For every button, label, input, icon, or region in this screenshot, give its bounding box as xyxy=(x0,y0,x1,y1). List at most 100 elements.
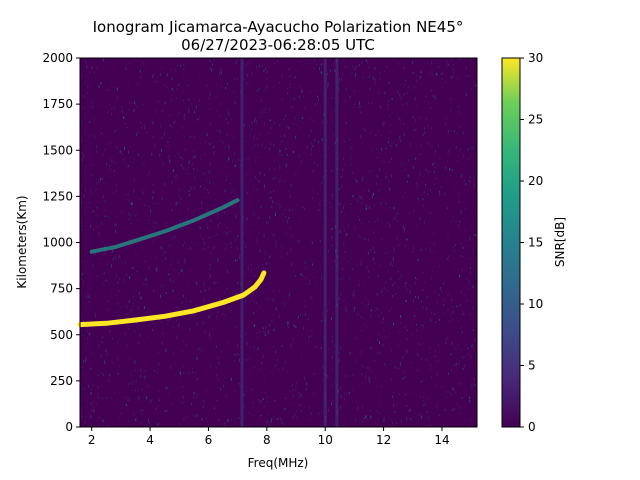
noise-pixel xyxy=(396,237,398,240)
noise-pixel xyxy=(263,124,265,126)
noise-pixel xyxy=(425,183,427,186)
noise-pixel xyxy=(122,298,124,300)
noise-pixel xyxy=(221,132,223,134)
noise-pixel xyxy=(323,254,325,257)
noise-pixel xyxy=(469,267,471,269)
noise-pixel xyxy=(157,423,159,426)
noise-pixel xyxy=(299,393,301,396)
noise-pixel xyxy=(118,255,120,258)
noise-pixel xyxy=(292,106,294,109)
noise-pixel xyxy=(227,82,228,86)
noise-pixel xyxy=(333,133,335,136)
noise-pixel xyxy=(353,386,354,389)
noise-pixel xyxy=(461,330,463,334)
noise-pixel xyxy=(218,214,220,217)
noise-pixel xyxy=(452,246,454,248)
noise-pixel xyxy=(404,412,406,415)
noise-pixel xyxy=(254,117,256,120)
noise-pixel xyxy=(188,98,190,102)
noise-pixel xyxy=(370,314,372,318)
noise-pixel xyxy=(194,176,196,178)
noise-pixel xyxy=(399,135,401,139)
noise-pixel xyxy=(447,294,449,296)
noise-pixel xyxy=(318,208,320,211)
noise-pixel xyxy=(348,391,350,394)
noise-pixel xyxy=(101,132,102,135)
noise-pixel xyxy=(423,191,425,193)
x-tick-label: 6 xyxy=(205,433,213,447)
noise-pixel xyxy=(288,295,290,298)
noise-pixel xyxy=(209,181,210,184)
noise-pixel xyxy=(349,96,351,99)
noise-pixel xyxy=(201,417,203,421)
noise-pixel xyxy=(360,262,362,266)
noise-pixel xyxy=(402,356,404,359)
noise-pixel xyxy=(246,82,248,85)
noise-pixel xyxy=(468,396,470,400)
noise-pixel xyxy=(450,58,452,61)
noise-pixel xyxy=(465,239,466,241)
noise-pixel xyxy=(117,341,119,344)
noise-pixel xyxy=(207,97,209,99)
noise-pixel xyxy=(389,224,391,228)
noise-pixel xyxy=(268,147,270,151)
noise-pixel xyxy=(362,382,364,384)
noise-pixel xyxy=(379,77,381,80)
noise-pixel xyxy=(380,105,382,109)
noise-pixel xyxy=(380,311,382,314)
noise-pixel xyxy=(287,87,289,91)
noise-pixel xyxy=(96,403,98,405)
noise-pixel xyxy=(344,99,346,103)
x-tick-label: 8 xyxy=(263,433,271,447)
noise-pixel xyxy=(332,399,334,402)
noise-pixel xyxy=(178,324,180,326)
noise-pixel xyxy=(298,392,300,395)
noise-pixel xyxy=(206,223,208,227)
noise-pixel xyxy=(266,401,268,403)
noise-pixel xyxy=(330,317,332,320)
noise-pixel xyxy=(280,141,282,143)
noise-pixel xyxy=(363,323,365,326)
noise-pixel xyxy=(180,214,181,216)
noise-pixel xyxy=(199,98,200,102)
noise-pixel xyxy=(430,89,432,92)
noise-pixel xyxy=(175,71,177,73)
noise-pixel xyxy=(454,186,455,188)
noise-pixel xyxy=(415,157,417,160)
noise-pixel xyxy=(240,149,242,151)
noise-pixel xyxy=(128,63,129,65)
noise-pixel xyxy=(186,172,188,175)
noise-pixel xyxy=(169,160,171,163)
noise-pixel xyxy=(352,171,353,175)
noise-pixel xyxy=(345,308,347,312)
noise-pixel xyxy=(431,277,433,280)
noise-pixel xyxy=(159,154,161,157)
noise-pixel xyxy=(327,310,328,312)
noise-pixel xyxy=(416,187,418,189)
noise-pixel xyxy=(136,321,138,324)
noise-pixel xyxy=(463,312,465,315)
noise-pixel xyxy=(98,232,100,234)
noise-pixel xyxy=(311,145,313,148)
noise-pixel xyxy=(301,90,303,93)
noise-pixel xyxy=(164,251,166,254)
noise-pixel xyxy=(407,102,409,106)
noise-pixel xyxy=(229,182,231,185)
noise-pixel xyxy=(131,309,133,311)
noise-pixel xyxy=(107,216,109,218)
noise-pixel xyxy=(462,246,464,249)
noise-pixel xyxy=(150,399,152,402)
noise-pixel xyxy=(90,413,92,417)
noise-pixel xyxy=(262,263,264,266)
noise-pixel xyxy=(347,302,349,304)
noise-pixel xyxy=(434,153,436,156)
noise-pixel xyxy=(120,412,122,415)
noise-pixel xyxy=(453,249,455,252)
noise-pixel xyxy=(427,358,429,362)
noise-pixel xyxy=(324,156,326,158)
noise-pixel xyxy=(275,213,276,216)
noise-pixel xyxy=(471,147,473,150)
noise-pixel xyxy=(126,127,128,129)
noise-pixel xyxy=(196,169,198,172)
noise-pixel xyxy=(377,352,379,354)
